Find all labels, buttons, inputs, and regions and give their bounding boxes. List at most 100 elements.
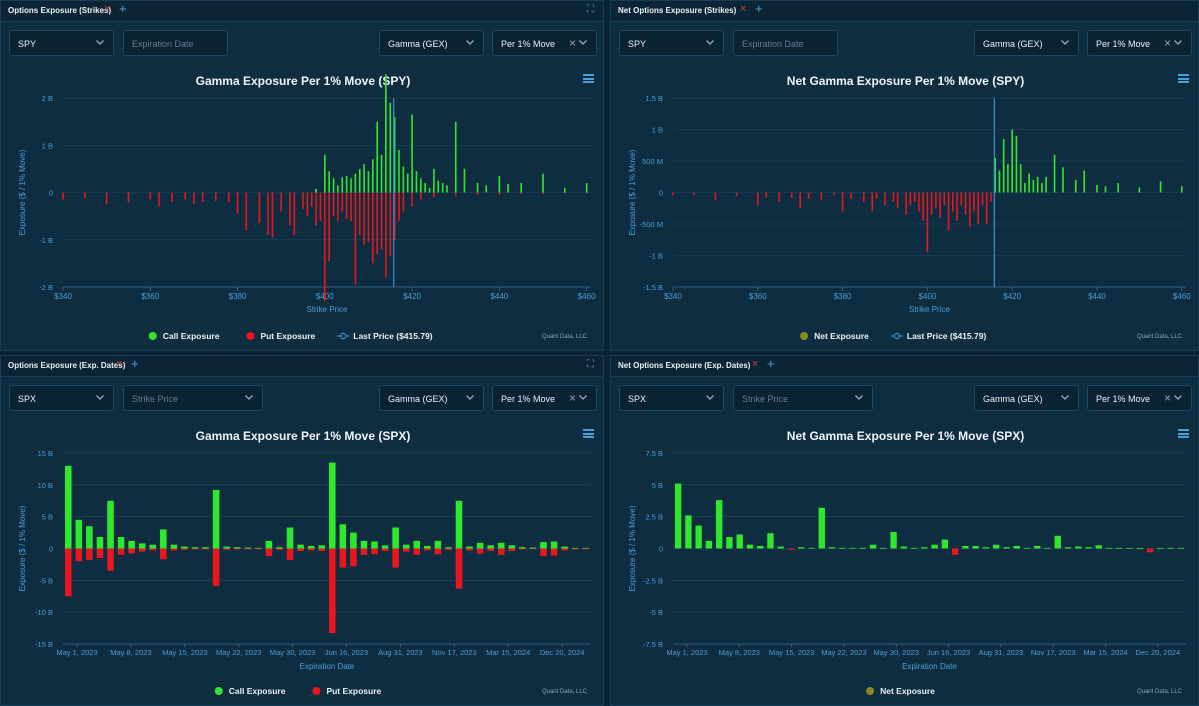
chart-title: Net Gamma Exposure Per 1% Move (SPY): [787, 74, 1024, 88]
bar: [476, 542, 484, 549]
filter-input[interactable]: Expiration Date: [123, 30, 228, 56]
bar: [476, 183, 479, 193]
legend-label: Call Exposure: [163, 331, 220, 341]
bar: [65, 548, 72, 597]
x-tick-label: $460: [578, 292, 596, 301]
bar: [350, 192, 352, 221]
tab-add-icon[interactable]: +: [131, 356, 139, 371]
metric-select[interactable]: Gamma (GEX): [379, 30, 484, 56]
tab-close-icon[interactable]: ×: [116, 358, 123, 370]
bar: [223, 548, 230, 550]
legend-item[interactable]: Last Price ($415.79): [337, 331, 433, 341]
bar: [329, 462, 336, 549]
tab-add-icon[interactable]: +: [767, 356, 775, 371]
clear-icon[interactable]: ×: [1163, 391, 1171, 405]
bar: [297, 548, 304, 552]
tab-close-icon[interactable]: ×: [740, 3, 747, 15]
unit-select[interactable]: Per 1% Move ×: [492, 385, 597, 411]
chart-menu-icon[interactable]: [583, 429, 594, 438]
bar: [350, 548, 357, 567]
bar: [1157, 548, 1164, 550]
bar: [345, 175, 348, 193]
chart-menu-icon[interactable]: [1178, 74, 1189, 83]
legend-item[interactable]: Call Exposure: [148, 331, 220, 341]
bar: [319, 192, 322, 221]
y-tick-label: -500 M: [640, 220, 663, 229]
bar: [476, 548, 484, 554]
metric-select[interactable]: Gamma (GEX): [974, 30, 1079, 56]
legend-item[interactable]: Put Exposure: [312, 686, 382, 696]
bar: [318, 545, 325, 549]
clear-icon[interactable]: ×: [1163, 36, 1171, 50]
y-tick-label: -2 B: [39, 283, 53, 292]
bar: [402, 166, 405, 193]
bar: [943, 192, 946, 206]
bar: [389, 192, 392, 257]
unit-select[interactable]: Per 1% Move ×: [1087, 385, 1192, 411]
bar: [276, 547, 283, 549]
y-tick-label: 2 B: [42, 94, 53, 103]
bar: [389, 102, 392, 193]
x-tick-label: Jun 16, 2023: [325, 648, 368, 657]
bar: [385, 192, 387, 278]
bar: [117, 537, 125, 549]
legend-item[interactable]: Net Exposure: [800, 331, 869, 341]
metric-select[interactable]: Gamma (GEX): [379, 385, 484, 411]
bar: [466, 546, 473, 549]
y-tick-label: 7.5 B: [645, 449, 663, 458]
panel-tab-title[interactable]: Net Options Exposure (Exp. Dates): [618, 361, 751, 370]
bar: [736, 534, 743, 549]
chart-menu-icon[interactable]: [583, 74, 594, 83]
bar: [1167, 547, 1174, 549]
unit-select[interactable]: Per 1% Move ×: [1087, 30, 1192, 56]
bar: [358, 192, 361, 236]
bar: [371, 548, 378, 555]
bar: [585, 183, 588, 193]
bar: [258, 192, 261, 224]
bar: [306, 192, 309, 217]
legend-label: Net Exposure: [814, 331, 869, 341]
panel-tab-title[interactable]: Options Exposure (Exp. Dates): [8, 361, 126, 370]
chevron-down-icon: [1060, 37, 1070, 47]
bar: [508, 545, 516, 549]
legend-marker-icon: [148, 332, 157, 340]
metric-select[interactable]: Gamma (GEX): [974, 385, 1079, 411]
tab-close-icon[interactable]: ×: [752, 358, 759, 370]
bar: [84, 192, 86, 199]
symbol-select[interactable]: SPX: [9, 385, 114, 411]
filter-input[interactable]: Expiration Date: [733, 30, 838, 56]
bar: [935, 192, 937, 209]
bar: [519, 548, 526, 550]
clear-icon[interactable]: ×: [568, 36, 576, 50]
legend-item[interactable]: Put Exposure: [246, 331, 316, 341]
symbol-select[interactable]: SPX: [619, 385, 724, 411]
legend-item[interactable]: Net Exposure: [866, 686, 935, 696]
tab-close-icon[interactable]: ×: [104, 3, 111, 15]
chart-menu-icon[interactable]: [1178, 429, 1189, 438]
legend-item[interactable]: Call Exposure: [214, 686, 286, 696]
unit-select[interactable]: Per 1% Move ×: [492, 30, 597, 56]
filter-input[interactable]: Strike Price: [733, 385, 873, 411]
symbol-select[interactable]: SPY: [9, 30, 114, 56]
bar: [413, 540, 421, 549]
x-tick-label: $420: [403, 292, 421, 301]
clear-icon[interactable]: ×: [568, 391, 576, 405]
tab-add-icon[interactable]: +: [119, 1, 127, 16]
tab-add-icon[interactable]: +: [755, 1, 763, 16]
panel-tab-title[interactable]: Options Exposure (Strikes): [8, 6, 112, 15]
panel-tab-title[interactable]: Net Options Exposure (Strikes): [618, 6, 737, 15]
expand-icon[interactable]: ⛶: [587, 359, 594, 370]
bar: [956, 192, 958, 221]
chart-svg: Gamma Exposure Per 1% Move (SPY) -2 B -1 B…: [18, 74, 596, 341]
bar: [1011, 129, 1013, 193]
symbol-select[interactable]: SPY: [619, 30, 724, 56]
bar: [585, 192, 588, 194]
y-tick-label: -5 B: [39, 576, 53, 585]
filter-input[interactable]: Strike Price: [123, 385, 263, 411]
legend-item[interactable]: Last Price ($415.79): [890, 331, 987, 341]
bar: [324, 192, 326, 302]
y-tick-label: -1.5 B: [643, 283, 663, 292]
expand-icon[interactable]: ⛶: [587, 4, 594, 15]
bar: [952, 192, 954, 212]
bar: [332, 178, 335, 193]
